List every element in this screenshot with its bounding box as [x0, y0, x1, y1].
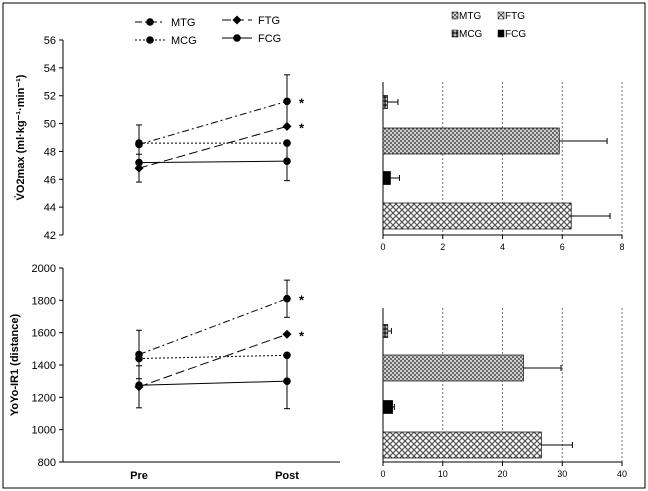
- legend-line-marker: [232, 15, 242, 25]
- data-point: [282, 329, 292, 339]
- series-fcg: [135, 353, 291, 410]
- legend-line-label: MTG: [171, 17, 195, 29]
- significance-marker: *: [299, 328, 305, 343]
- bar: [382, 171, 391, 185]
- y-tick-label: 1600: [32, 328, 56, 340]
- series-line: [138, 333, 288, 388]
- y-tick-label: 46: [44, 174, 56, 186]
- x-tick-label: 0: [380, 469, 385, 479]
- bar: [382, 400, 393, 414]
- x-tick-label: 8: [619, 242, 624, 252]
- bar-ftg: [382, 202, 611, 230]
- data-point: [135, 139, 143, 147]
- bar: [382, 354, 524, 382]
- legend-bar-label: FCG: [505, 29, 526, 40]
- legend-bar-swatch: [451, 29, 459, 38]
- legend-line-label: FCG: [258, 33, 281, 45]
- legend-line-label: FTG: [258, 15, 280, 27]
- x-tick-label: 4: [500, 242, 505, 252]
- series-mcg: [135, 139, 291, 147]
- x-tick-label: 30: [557, 469, 567, 479]
- vo2max-line-panel: 42 44 46 48 50 52 54 56 V̇O2max (ml·kg⁻¹·min⁻¹) *…: [14, 35, 305, 242]
- significance-marker: *: [299, 95, 305, 110]
- bar: [382, 431, 542, 459]
- y-tick-label: 50: [44, 119, 56, 131]
- bar-mtg: [382, 354, 562, 382]
- x-tick-label: 10: [438, 469, 448, 479]
- data-point: [282, 121, 292, 131]
- data-point: [283, 377, 291, 385]
- y-tick-label: 42: [44, 230, 56, 242]
- x-tick-label: 0: [380, 242, 385, 252]
- y-axis-label: V̇O2max (ml·kg⁻¹·min⁻¹): [14, 74, 27, 200]
- x-tick-label: 20: [497, 469, 507, 479]
- series-line: [138, 100, 288, 145]
- y-tick-label: 800: [38, 457, 56, 469]
- y-tick-label: 52: [44, 91, 56, 103]
- legend-bar-label: MTG: [459, 11, 481, 22]
- x-tick-label: 2: [440, 242, 445, 252]
- bar: [382, 324, 389, 338]
- y-tick-label: 1800: [32, 295, 56, 307]
- legend-bar: MTG FTG MCG FCG: [451, 11, 526, 40]
- x-tick-label: 40: [617, 469, 627, 479]
- bar-ftg: [382, 431, 573, 459]
- data-point: [283, 97, 291, 106]
- y-tick-label: 1400: [32, 360, 56, 372]
- legend-bar-label: FTG: [505, 11, 525, 22]
- data-point: [135, 381, 143, 390]
- x-tick-label: Pre: [130, 470, 148, 482]
- vo2max-change-bar-panel: 0 2 4 6 8: [380, 82, 625, 252]
- legend-bar-swatch: [451, 11, 459, 20]
- y-tick-label: 56: [44, 35, 56, 47]
- bar: [382, 127, 560, 155]
- data-point: [135, 158, 143, 167]
- bar: [382, 95, 388, 109]
- y-tick-label: 1000: [32, 425, 56, 437]
- y-axis-label: YoYo-IR1 (distance): [9, 314, 21, 417]
- y-tick-label: 48: [44, 146, 56, 158]
- y-tick-label: 54: [44, 63, 56, 75]
- bar-mcg: [382, 324, 392, 338]
- bar: [382, 202, 572, 230]
- x-tick-label: Post: [275, 470, 299, 482]
- significance-marker: *: [299, 120, 305, 135]
- significance-marker: *: [299, 293, 305, 308]
- legend-bar-swatch: [497, 11, 505, 20]
- legend-bar-swatch: [497, 29, 505, 38]
- yoyo-change-bar-panel: 0 10 20 30 40: [380, 308, 627, 479]
- data-point: [135, 354, 143, 363]
- y-tick-label: 1200: [32, 392, 56, 404]
- x-tick-label: 6: [560, 242, 565, 252]
- legend-line: MTG FTG MCG FCG: [135, 15, 281, 47]
- data-point: [134, 163, 144, 173]
- bar-fcg: [382, 400, 395, 414]
- bar-mtg: [382, 127, 608, 155]
- legend-line-marker: [233, 34, 241, 42]
- legend-bar-label: MCG: [459, 29, 483, 40]
- series-line: [138, 298, 288, 355]
- legend-line-marker: [146, 36, 154, 44]
- legend-line-marker: [146, 18, 154, 26]
- y-tick-label: 44: [44, 202, 56, 214]
- series-line: [138, 380, 288, 386]
- series-fcg: [135, 141, 291, 182]
- series-line: [138, 354, 288, 360]
- legend-line-label: MCG: [171, 35, 197, 47]
- bar-mcg: [382, 95, 399, 109]
- y-tick-label: 2000: [32, 263, 56, 275]
- bar-fcg: [382, 171, 400, 185]
- data-point: [283, 157, 291, 165]
- data-point: [283, 294, 291, 303]
- yoyo-line-panel: 800 1000 1200 1400 1600 1800 2000 YoYo-IR1 (dis…: [9, 263, 340, 482]
- series-line: [138, 160, 288, 164]
